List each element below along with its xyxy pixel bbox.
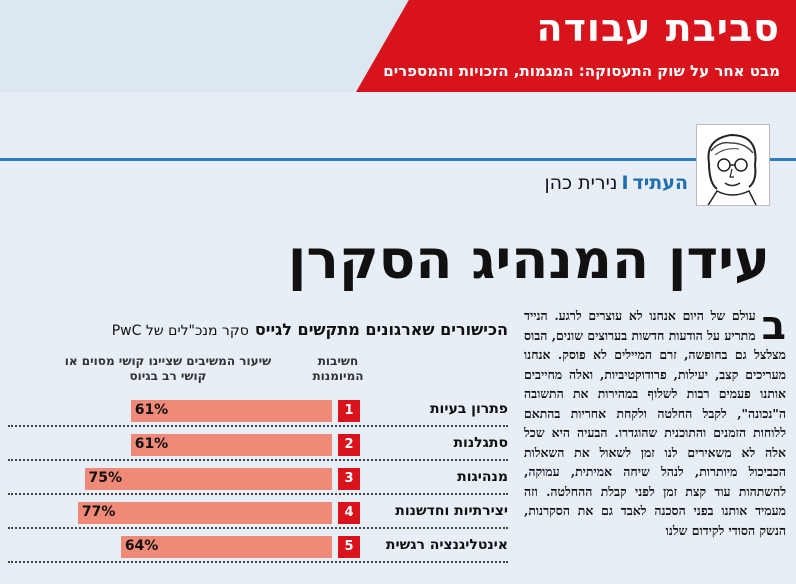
value-bar: 64%: [120, 536, 332, 558]
chart-row: יצירתיות וחדשנות 4 77%: [8, 502, 508, 529]
percent-column-header: שיעור המשיבים שציינו קושי מסוים או קושי …: [64, 354, 272, 383]
chart-row: פתרון בעיות 1 61%: [8, 400, 508, 427]
rank-badge: 1: [338, 400, 360, 422]
row-dotted-rule: [8, 459, 508, 461]
value-label: 61%: [134, 402, 169, 418]
article-body: ב עולם של היום אנחנו לא עוצרים לרגע. הני…: [524, 306, 786, 540]
rank-badge: 2: [338, 434, 360, 456]
row-dotted-rule: [8, 561, 508, 563]
chart-subtitle: סקר מנכ"לים של PwC: [111, 323, 249, 339]
value-bar: 77%: [77, 502, 332, 524]
rank-badge: 4: [338, 502, 360, 524]
portrait-sketch-icon: [697, 125, 769, 205]
chart-title-row: הכישורים שארגונים מתקשים לגייס סקר מנכ"לי…: [112, 320, 508, 339]
chart-row: אינטליגנציה רגשית 5 64%: [8, 536, 508, 563]
value-label: 75%: [88, 470, 123, 486]
section-banner: [356, 0, 796, 92]
byline-author: נירית כהן: [544, 172, 618, 194]
section-subtitle: מבט אחר על שוק התעסוקה: המגמות, הזכויות …: [383, 62, 780, 80]
byline-separator: I: [621, 172, 629, 194]
row-dotted-rule: [8, 493, 508, 495]
chart-title: הכישורים שארגונים מתקשים לגייס: [254, 320, 508, 339]
byline: העתידIנירית כהן: [544, 172, 688, 194]
byline-kicker: העתיד: [632, 172, 688, 194]
value-label: 77%: [81, 504, 116, 520]
author-portrait: [696, 124, 770, 206]
rank-badge: 3: [338, 468, 360, 490]
rank-badge: 5: [338, 536, 360, 558]
chart-row: מנהיגות 3 75%: [8, 468, 508, 495]
category-label: סתגלנות: [453, 435, 508, 451]
skills-chart: הכישורים שארגונים מתקשים לגייס סקר מנכ"לי…: [8, 320, 508, 580]
divider-line: [0, 158, 796, 161]
row-dotted-rule: [8, 527, 508, 529]
category-label: יצירתיות וחדשנות: [395, 503, 508, 519]
value-label: 64%: [124, 538, 159, 554]
value-label: 61%: [134, 436, 169, 452]
section-title: סביבת עבודה: [536, 6, 780, 50]
article-headline: עידן המנהיג הסקרן: [287, 228, 770, 291]
row-dotted-rule: [8, 425, 508, 427]
category-label: מנהיגות: [457, 469, 508, 485]
value-bar: 75%: [84, 468, 332, 490]
chart-row: סתגלנות 2 61%: [8, 434, 508, 461]
body-text: עולם של היום אנחנו לא עוצרים לרגע. הנייד…: [524, 308, 786, 538]
rank-column-header: חשיבות המיומנות: [312, 354, 364, 383]
drop-cap: ב: [761, 303, 786, 349]
value-bar: 61%: [130, 434, 332, 456]
category-label: אינטליגנציה רגשית: [385, 537, 508, 553]
category-label: פתרון בעיות: [429, 401, 508, 417]
value-bar: 61%: [130, 400, 332, 422]
